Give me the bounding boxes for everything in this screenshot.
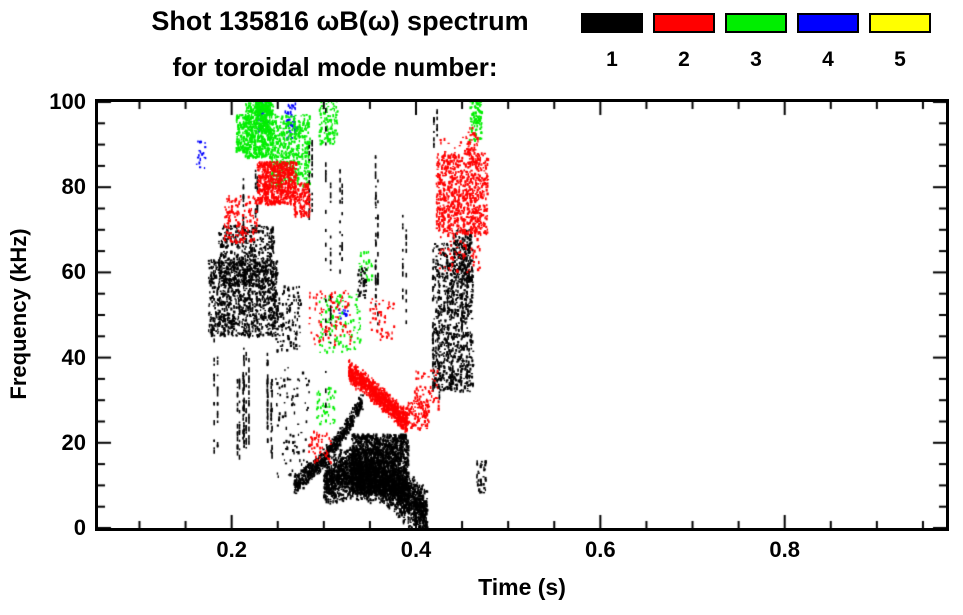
mode-1-label: 1 (606, 48, 618, 71)
mode-2-label: 2 (678, 48, 690, 71)
y-tick-label: 20 (61, 429, 86, 455)
x-tick-label: 0.4 (400, 537, 432, 562)
mode-4-color-swatch (797, 13, 859, 33)
plot-frame (95, 99, 949, 531)
legend-item-mode-4: 4 (797, 13, 859, 71)
chart-subtitle: for toroidal mode number: (172, 52, 498, 82)
y-axis-title: Frequency (kHz) (6, 228, 31, 400)
mode-2-color-swatch (653, 13, 715, 33)
legend-item-mode-3: 3 (725, 13, 787, 71)
mode-1-color-swatch (581, 13, 643, 33)
mode-5-color-swatch (869, 13, 931, 33)
legend-item-mode-2: 2 (653, 13, 715, 71)
mode-4-label: 4 (822, 48, 834, 71)
y-tick-label: 60 (61, 259, 86, 285)
y-tick-label: 100 (49, 89, 86, 114)
mode-3-color-swatch (725, 13, 787, 33)
chart-title: Shot 135816 ωB(ω) spectrum (151, 6, 529, 36)
y-tick-label: 40 (61, 344, 86, 370)
mode-legend: 1 2 3 4 5 (581, 13, 931, 71)
legend-item-mode-1: 1 (581, 13, 643, 71)
y-tick-label: 0 (73, 515, 86, 540)
x-tick-label: 0.6 (585, 537, 616, 562)
mode-5-label: 5 (894, 48, 906, 71)
legend-item-mode-5: 5 (869, 13, 931, 71)
x-axis-title: Time (s) (478, 574, 566, 600)
spectrogram-canvas (98, 102, 946, 528)
mode-3-label: 3 (750, 48, 762, 71)
x-tick-label: 0.8 (769, 537, 800, 562)
x-tick-label: 0.2 (216, 537, 247, 562)
y-tick-label: 80 (61, 174, 86, 200)
